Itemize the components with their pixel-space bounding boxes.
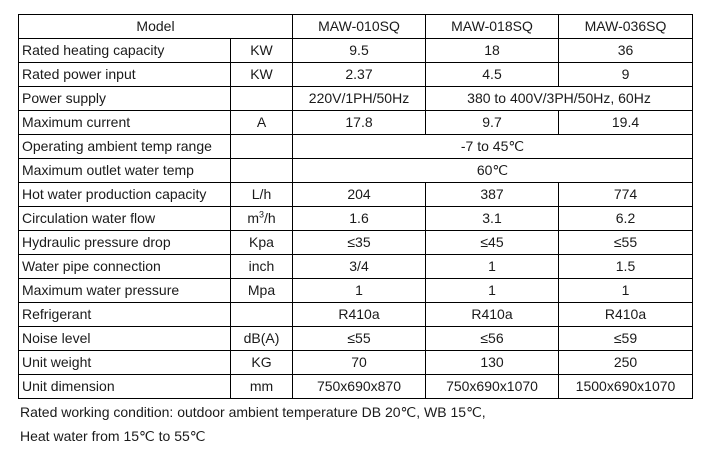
param-label: Water pipe connection xyxy=(18,254,231,279)
table-row: Hot water production capacity L/h 204 38… xyxy=(18,182,693,207)
table-row: Power supply 220V/1PH/50Hz 380 to 400V/3… xyxy=(18,86,693,111)
value-cell: 3/4 xyxy=(292,254,426,279)
unit-cell xyxy=(230,158,293,183)
param-label: Rated power input xyxy=(18,62,231,87)
param-label: Power supply xyxy=(18,86,231,111)
model-header: MAW-010SQ xyxy=(292,14,426,39)
param-label: Hot water production capacity xyxy=(18,182,231,207)
spec-table: Model MAW-010SQ MAW-018SQ MAW-036SQ Rate… xyxy=(18,14,693,399)
param-label: Refrigerant xyxy=(18,302,231,327)
value-cell: 250 xyxy=(558,350,693,375)
unit-tail: /h xyxy=(264,210,276,226)
param-label: Unit weight xyxy=(18,350,231,375)
value-cell: 1.6 xyxy=(292,206,426,231)
value-cell: 9.5 xyxy=(292,38,426,63)
param-label: Circulation water flow xyxy=(18,206,231,231)
model-label: Model xyxy=(18,14,293,39)
value-cell: 774 xyxy=(558,182,693,207)
value-cell-merged: 60℃ xyxy=(292,158,693,183)
value-cell: 750x690x870 xyxy=(292,374,426,399)
param-label: Noise level xyxy=(18,326,231,351)
value-cell: 1 xyxy=(425,254,559,279)
value-cell: 130 xyxy=(425,350,559,375)
param-label: Hydraulic pressure drop xyxy=(18,230,231,255)
param-label: Maximum water pressure xyxy=(18,278,231,303)
value-cell: ≤35 xyxy=(292,230,426,255)
unit-cell: A xyxy=(230,110,293,135)
value-cell: 3.1 xyxy=(425,206,559,231)
unit-cell: m3/h xyxy=(230,206,293,231)
unit-cell: Kpa xyxy=(230,230,293,255)
value-cell-merged: -7 to 45℃ xyxy=(292,134,693,159)
param-label: Maximum current xyxy=(18,110,231,135)
value-cell: 18 xyxy=(425,38,559,63)
value-cell: 9 xyxy=(558,62,693,87)
value-cell-merged: 380 to 400V/3PH/50Hz, 60Hz xyxy=(425,86,693,111)
unit-cell: mm xyxy=(230,374,293,399)
value-cell: R410a xyxy=(425,302,559,327)
value-cell: ≤55 xyxy=(292,326,426,351)
value-cell: ≤59 xyxy=(558,326,693,351)
unit-cell: dB(A) xyxy=(230,326,293,351)
unit-cell: KW xyxy=(230,62,293,87)
value-cell: ≤56 xyxy=(425,326,559,351)
unit-base: m xyxy=(247,210,259,226)
unit-cell xyxy=(230,86,293,111)
value-cell: 1 xyxy=(292,278,426,303)
value-cell: 1.5 xyxy=(558,254,693,279)
heat-water-note: Heat water from 15℃ to 55℃ xyxy=(20,428,206,444)
param-label: Operating ambient temp range xyxy=(18,134,231,159)
table-row: Unit dimension mm 750x690x870 750x690x10… xyxy=(18,374,693,399)
value-cell: 17.8 xyxy=(292,110,426,135)
unit-cell: KW xyxy=(230,38,293,63)
table-row: Maximum water pressure Mpa 1 1 1 xyxy=(18,278,693,303)
table-row: Noise level dB(A) ≤55 ≤56 ≤59 xyxy=(18,326,693,351)
value-cell: 6.2 xyxy=(558,206,693,231)
table-row: Rated heating capacity KW 9.5 18 36 xyxy=(18,38,693,63)
table-row: Circulation water flow m3/h 1.6 3.1 6.2 xyxy=(18,206,693,231)
value-cell: 1 xyxy=(558,278,693,303)
value-cell: 204 xyxy=(292,182,426,207)
value-cell: 19.4 xyxy=(558,110,693,135)
param-label: Unit dimension xyxy=(18,374,231,399)
value-cell: 36 xyxy=(558,38,693,63)
unit-cell xyxy=(230,302,293,327)
param-label: Maximum outlet water temp xyxy=(18,158,231,183)
table-row: Refrigerant R410a R410a R410a xyxy=(18,302,693,327)
value-cell: 9.7 xyxy=(425,110,559,135)
table-row: Maximum outlet water temp 60℃ xyxy=(18,158,693,183)
value-cell: 2.37 xyxy=(292,62,426,87)
table-row: Unit weight KG 70 130 250 xyxy=(18,350,693,375)
table-row: Operating ambient temp range -7 to 45℃ xyxy=(18,134,693,159)
value-cell: 1 xyxy=(425,278,559,303)
model-header: MAW-018SQ xyxy=(425,14,559,39)
value-cell: 4.5 xyxy=(425,62,559,87)
value-cell: ≤55 xyxy=(558,230,693,255)
value-cell: R410a xyxy=(558,302,693,327)
unit-cell: Mpa xyxy=(230,278,293,303)
unit-cell: KG xyxy=(230,350,293,375)
unit-superscript: 3 xyxy=(258,209,264,220)
footnotes: Rated working condition: outdoor ambient… xyxy=(20,400,486,448)
model-header: MAW-036SQ xyxy=(558,14,693,39)
value-cell: 70 xyxy=(292,350,426,375)
value-cell: 387 xyxy=(425,182,559,207)
header-row: Model MAW-010SQ MAW-018SQ MAW-036SQ xyxy=(18,14,693,39)
value-cell: 750x690x1070 xyxy=(425,374,559,399)
table-row: Water pipe connection inch 3/4 1 1.5 xyxy=(18,254,693,279)
value-cell: 220V/1PH/50Hz xyxy=(292,86,426,111)
value-cell: 1500x690x1070 xyxy=(558,374,693,399)
value-cell: R410a xyxy=(292,302,426,327)
table-row: Rated power input KW 2.37 4.5 9 xyxy=(18,62,693,87)
table-row: Maximum current A 17.8 9.7 19.4 xyxy=(18,110,693,135)
table-row: Hydraulic pressure drop Kpa ≤35 ≤45 ≤55 xyxy=(18,230,693,255)
unit-cell xyxy=(230,134,293,159)
unit-cell: L/h xyxy=(230,182,293,207)
value-cell: ≤45 xyxy=(425,230,559,255)
param-label: Rated heating capacity xyxy=(18,38,231,63)
rated-condition-note: Rated working condition: outdoor ambient… xyxy=(20,404,486,420)
unit-cell: inch xyxy=(230,254,293,279)
